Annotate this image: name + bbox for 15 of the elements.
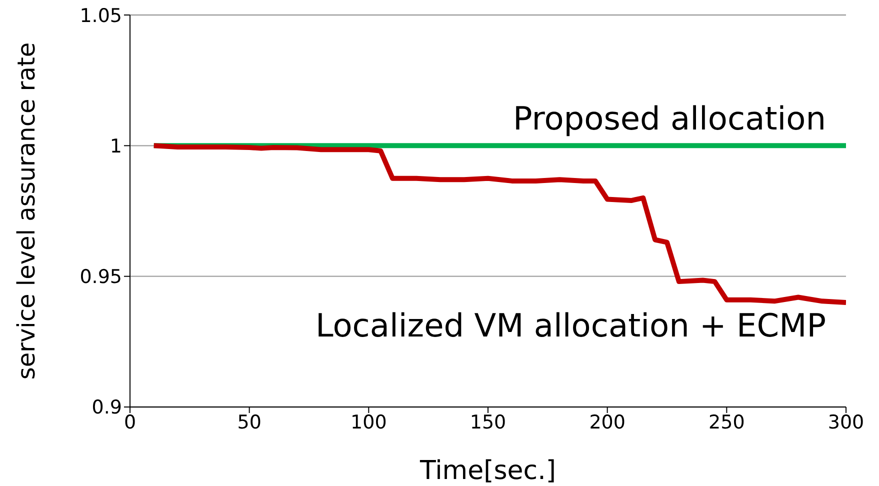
series-label: Localized VM allocation + ECMP — [315, 306, 826, 344]
y-tick-label: 1.05 — [80, 4, 122, 27]
x-tick-label: 200 — [589, 411, 626, 434]
x-axis-title: Time[sec.] — [418, 456, 556, 486]
y-axis-title: service level assurance rate — [12, 42, 41, 380]
x-tick-label: 100 — [350, 411, 387, 434]
x-tick-label: 50 — [237, 411, 262, 434]
y-tick-label: 0.9 — [92, 396, 122, 419]
y-tick-label: 1 — [110, 135, 122, 158]
x-tick-label: 250 — [708, 411, 745, 434]
x-tick-label: 150 — [470, 411, 506, 434]
y-tick-label: 0.95 — [80, 266, 122, 288]
x-tick-label: 0 — [124, 411, 136, 434]
series-label: Proposed allocation — [513, 100, 826, 138]
x-tick-label: 300 — [828, 411, 864, 434]
